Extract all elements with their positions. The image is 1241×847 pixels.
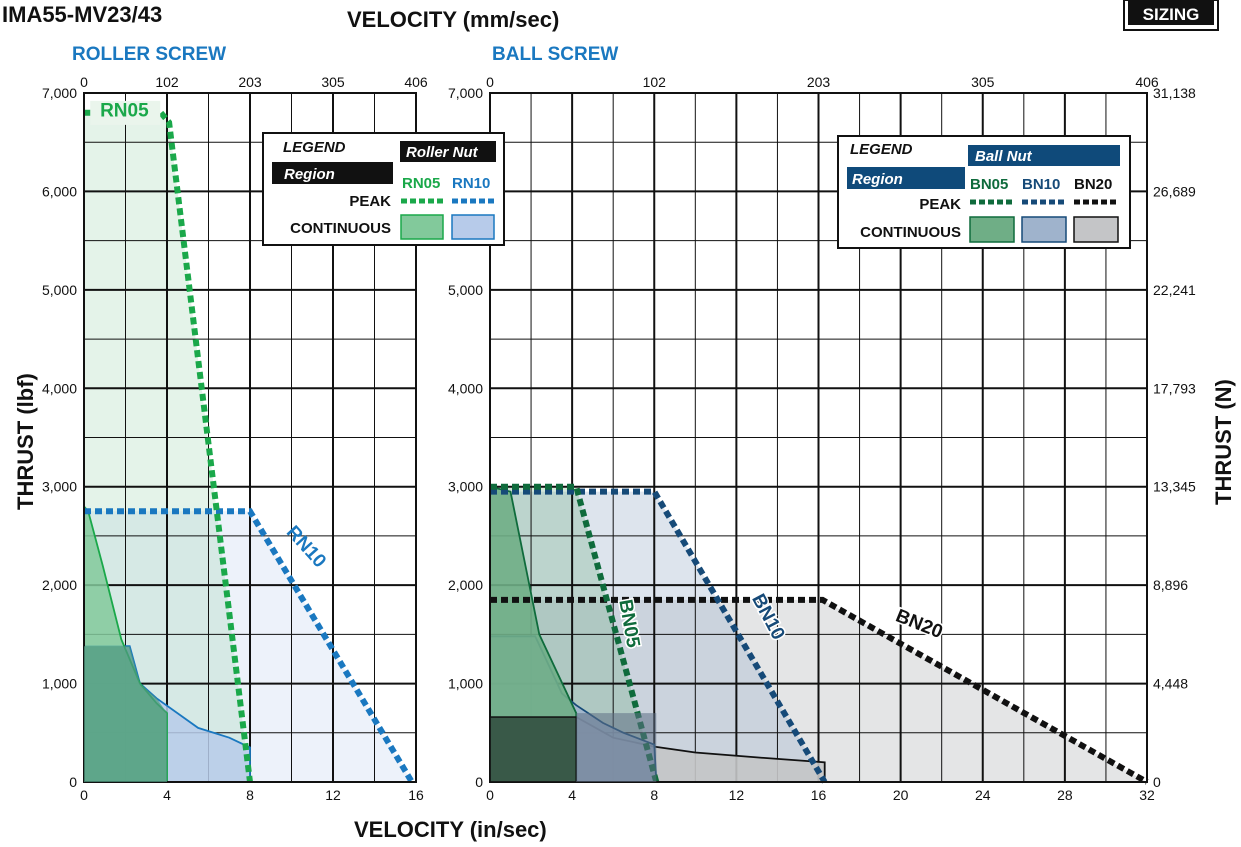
sizing-badge-label: SIZING <box>1143 5 1200 24</box>
y2-tick-label: 17,793 <box>1153 380 1196 396</box>
y-tick-label: 3,000 <box>448 479 483 495</box>
y2-tick-label: 26,689 <box>1153 183 1196 199</box>
x-tick-label: 8 <box>246 787 254 803</box>
bn20-peak-line <box>490 596 1149 785</box>
y2-tick-label: 13,345 <box>1153 479 1196 495</box>
roller-legend-rn10: RN10 <box>452 175 490 192</box>
plot-frame <box>83 92 417 783</box>
x-tick-label: 24 <box>975 787 991 803</box>
y2-tick-label: 22,241 <box>1153 282 1196 298</box>
y-tick-label: 7,000 <box>448 85 483 101</box>
rn10-chart-label: RN10 <box>282 522 330 572</box>
rn10-peak-line <box>84 508 415 784</box>
y2-tick-label: 0 <box>1153 774 1161 790</box>
roller-legend-nut: Roller Nut <box>406 144 479 161</box>
roller-legend-rn10-cont-swatch <box>451 214 495 240</box>
x-tick-label: 16 <box>408 787 424 803</box>
roller-legend-rn05-cont-swatch <box>400 214 444 240</box>
roller-screw-plot: 0 4 8 12 16 0 102 203 305 406 0 1,000 2,000 3,000 4,00… <box>42 74 428 803</box>
ball-chart-title: BALL SCREW <box>492 44 618 65</box>
rn05-label-bg <box>90 100 161 125</box>
x2-tick-label: 102 <box>155 74 179 90</box>
y-tick-label: 6,000 <box>42 183 77 199</box>
bn-continuous-overlap-mid <box>576 713 657 782</box>
y2-tick-label: 4,448 <box>1153 676 1188 692</box>
x2-tick-label: 305 <box>321 74 345 90</box>
x-tick-label: 4 <box>163 787 171 803</box>
y-tick-label: 1,000 <box>42 676 77 692</box>
x-tick-label: 0 <box>486 787 494 803</box>
ball-legend-continuous: CONTINUOUS <box>860 224 961 241</box>
ball-legend-bn05-cont-swatch <box>969 216 1015 243</box>
y-tick-label: 5,000 <box>448 282 483 298</box>
x2-tick-label: 203 <box>807 74 831 90</box>
y2-tick-label: 8,896 <box>1153 577 1188 593</box>
x-tick-label: 0 <box>80 787 88 803</box>
y-tick-label: 5,000 <box>42 282 77 298</box>
x-tick-label: 16 <box>811 787 827 803</box>
ball-legend-region: Region <box>852 171 903 188</box>
x-tick-label: 12 <box>729 787 745 803</box>
left-axis-title: THRUST (lbf) <box>13 373 38 510</box>
ball-legend-bn20-cont-swatch <box>1073 216 1119 243</box>
y-tick-label: 4,000 <box>448 380 483 396</box>
rn-continuous-overlap <box>84 646 167 782</box>
x2-tick-label: 406 <box>404 74 428 90</box>
ball-legend-bn10: BN10 <box>1022 176 1060 193</box>
ball-legend: LEGEND Region Ball Nut BN05 BN10 BN20 PE… <box>837 135 1131 249</box>
x-tick-label: 28 <box>1057 787 1073 803</box>
roller-legend-rn05: RN05 <box>402 175 440 192</box>
ball-legend-bn20: BN20 <box>1074 176 1112 193</box>
roller-legend-continuous: CONTINUOUS <box>290 220 391 237</box>
x2-tick-label: 102 <box>643 74 667 90</box>
roller-legend-title: LEGEND <box>283 139 346 156</box>
y2-tick-label: 31,138 <box>1153 85 1196 101</box>
roller-legend-peak: PEAK <box>349 193 391 210</box>
x-tick-label: 12 <box>325 787 341 803</box>
top-axis-title: VELOCITY (mm/sec) <box>347 7 559 32</box>
x2-tick-label: 305 <box>971 74 995 90</box>
y-tick-label: 0 <box>69 774 77 790</box>
y-tick-label: 2,000 <box>448 577 483 593</box>
ball-legend-nut: Ball Nut <box>975 148 1033 165</box>
bn05-peak-line <box>490 483 660 783</box>
x-tick-label: 32 <box>1139 787 1155 803</box>
roller-legend: LEGEND Region Roller Nut RN05 RN10 PEAK … <box>262 132 505 246</box>
x2-tick-label: 203 <box>238 74 262 90</box>
sizing-badge: SIZING <box>1123 0 1219 31</box>
bn-continuous-overlap-dark <box>489 716 577 783</box>
y-tick-label: 4,000 <box>42 380 77 396</box>
y-tick-label: 0 <box>475 774 483 790</box>
ball-screw-plot: 0 4 8 12 16 20 24 28 320 102 203 305 40601,0002,0003… <box>448 74 1196 803</box>
x-tick-label: 8 <box>650 787 658 803</box>
y-tick-label: 1,000 <box>448 676 483 692</box>
ball-legend-bn10-cont-swatch <box>1021 216 1067 243</box>
roller-legend-region: Region <box>284 166 335 183</box>
model-title: IMA55-MV23/43 <box>2 2 162 27</box>
ball-legend-title: LEGEND <box>850 141 913 158</box>
y-tick-label: 2,000 <box>42 577 77 593</box>
x2-tick-label: 0 <box>80 74 88 90</box>
x2-tick-label: 406 <box>1135 74 1159 90</box>
x-tick-label: 20 <box>893 787 909 803</box>
y-tick-label: 7,000 <box>42 85 77 101</box>
ball-legend-peak: PEAK <box>919 196 961 213</box>
bn10-peak-line <box>490 488 828 784</box>
right-axis-title: THRUST (N) <box>1211 379 1236 505</box>
plot-frame <box>489 92 1148 783</box>
rn05-chart-label: RN05 <box>100 101 149 122</box>
x2-tick-label: 0 <box>486 74 494 90</box>
y-tick-label: 3,000 <box>42 479 77 495</box>
bottom-axis-title: VELOCITY (in/sec) <box>354 817 547 842</box>
ball-legend-bn05: BN05 <box>970 176 1008 193</box>
x-tick-label: 4 <box>568 787 576 803</box>
roller-chart-title: ROLLER SCREW <box>72 44 226 65</box>
